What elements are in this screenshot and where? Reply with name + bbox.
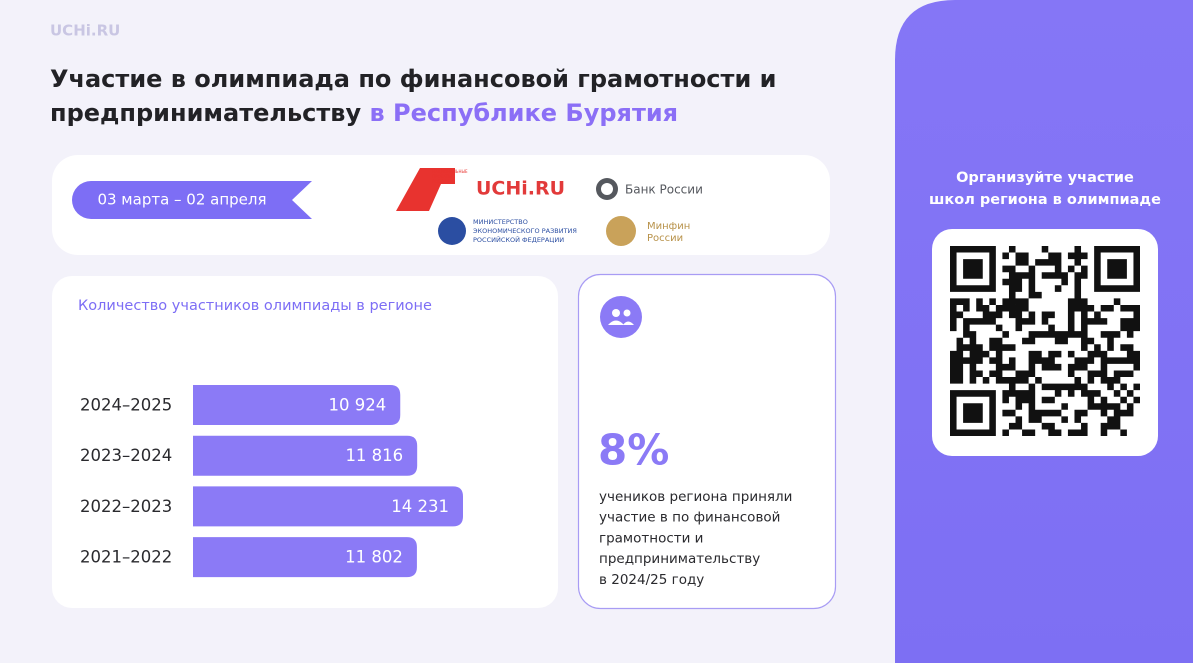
natproj-text: РОССИИ xyxy=(432,179,449,184)
stat-line: в 2024/25 году xyxy=(599,572,704,588)
minfin-emblem xyxy=(606,216,636,246)
value-label: 11 802 xyxy=(345,548,403,567)
bank-emblem-inner xyxy=(601,183,613,195)
value-label: 10 924 xyxy=(329,396,387,415)
title-highlight: в Республике Бурятия xyxy=(369,99,678,127)
chart-title: Количество участников олимпиады в регион… xyxy=(78,298,432,314)
bar xyxy=(193,537,417,578)
cta-line: школ региона в олимпиаде xyxy=(929,192,1161,208)
stat-line: учеников региона приняли xyxy=(599,489,792,505)
bar xyxy=(193,385,401,425)
stat-line: участие в по финансовой xyxy=(599,510,780,526)
ministry-emblem xyxy=(438,217,466,245)
stat-line: грамотности и xyxy=(599,530,703,546)
people-icon-head xyxy=(623,309,631,317)
category-label: 2021–2022 xyxy=(80,548,172,567)
category-label: 2023–2024 xyxy=(80,446,172,465)
title: Участие в олимпиада по финансовой грамот… xyxy=(50,65,776,93)
stat-card xyxy=(577,273,837,610)
qr-modules xyxy=(950,246,1140,436)
date-ribbon xyxy=(72,181,312,219)
bar xyxy=(193,486,463,527)
minfin-text: России xyxy=(647,233,683,244)
natproj-emblem xyxy=(396,168,455,211)
bar xyxy=(193,435,418,476)
people-icon-body xyxy=(608,320,634,325)
ministry-text: ЭКОНОМИЧЕСКОГО РАЗВИТИЯ xyxy=(473,227,577,235)
people-icon-head xyxy=(612,309,620,317)
value-label: 14 231 xyxy=(391,497,449,516)
cta-text: Организуйте участие школ региона в олимпи… xyxy=(929,170,1161,208)
cta-line: Организуйте участие xyxy=(956,170,1134,186)
stat-line: предпринимательству xyxy=(599,551,760,567)
minfin-text: Минфин xyxy=(647,221,690,232)
natproj-text: ПРОЕКТЫ xyxy=(432,174,452,179)
title: предпринимательству в Республике Бурятия xyxy=(50,99,678,127)
qr-code xyxy=(950,246,1140,436)
bar-chart: 2024–2025 10 924 2023–2024 11 816 2022–2023 1… xyxy=(80,385,463,578)
date-range: 03 марта – 02 апреля xyxy=(97,191,266,209)
ministry-text: МИНИСТЕРСТВО xyxy=(473,218,528,226)
brand-logo: UCHi.RU xyxy=(50,22,120,40)
category-label: 2024–2025 xyxy=(80,396,172,415)
stat-text: учеников региона приняли участие в по фин… xyxy=(599,489,792,588)
ministry-text: РОССИЙСКОЙ ФЕДЕРАЦИИ xyxy=(473,235,564,244)
natproj-text: НАЦИОНАЛЬНЫЕ xyxy=(432,169,468,174)
value-label: 11 816 xyxy=(345,446,403,465)
people-icon xyxy=(600,296,642,338)
title-line: предпринимательству xyxy=(50,99,361,127)
bank-logo: Банк России xyxy=(625,183,703,197)
stat-value: 8% xyxy=(598,426,669,475)
uchi-logo: UCHi.RU xyxy=(476,178,565,200)
category-label: 2022–2023 xyxy=(80,497,172,516)
